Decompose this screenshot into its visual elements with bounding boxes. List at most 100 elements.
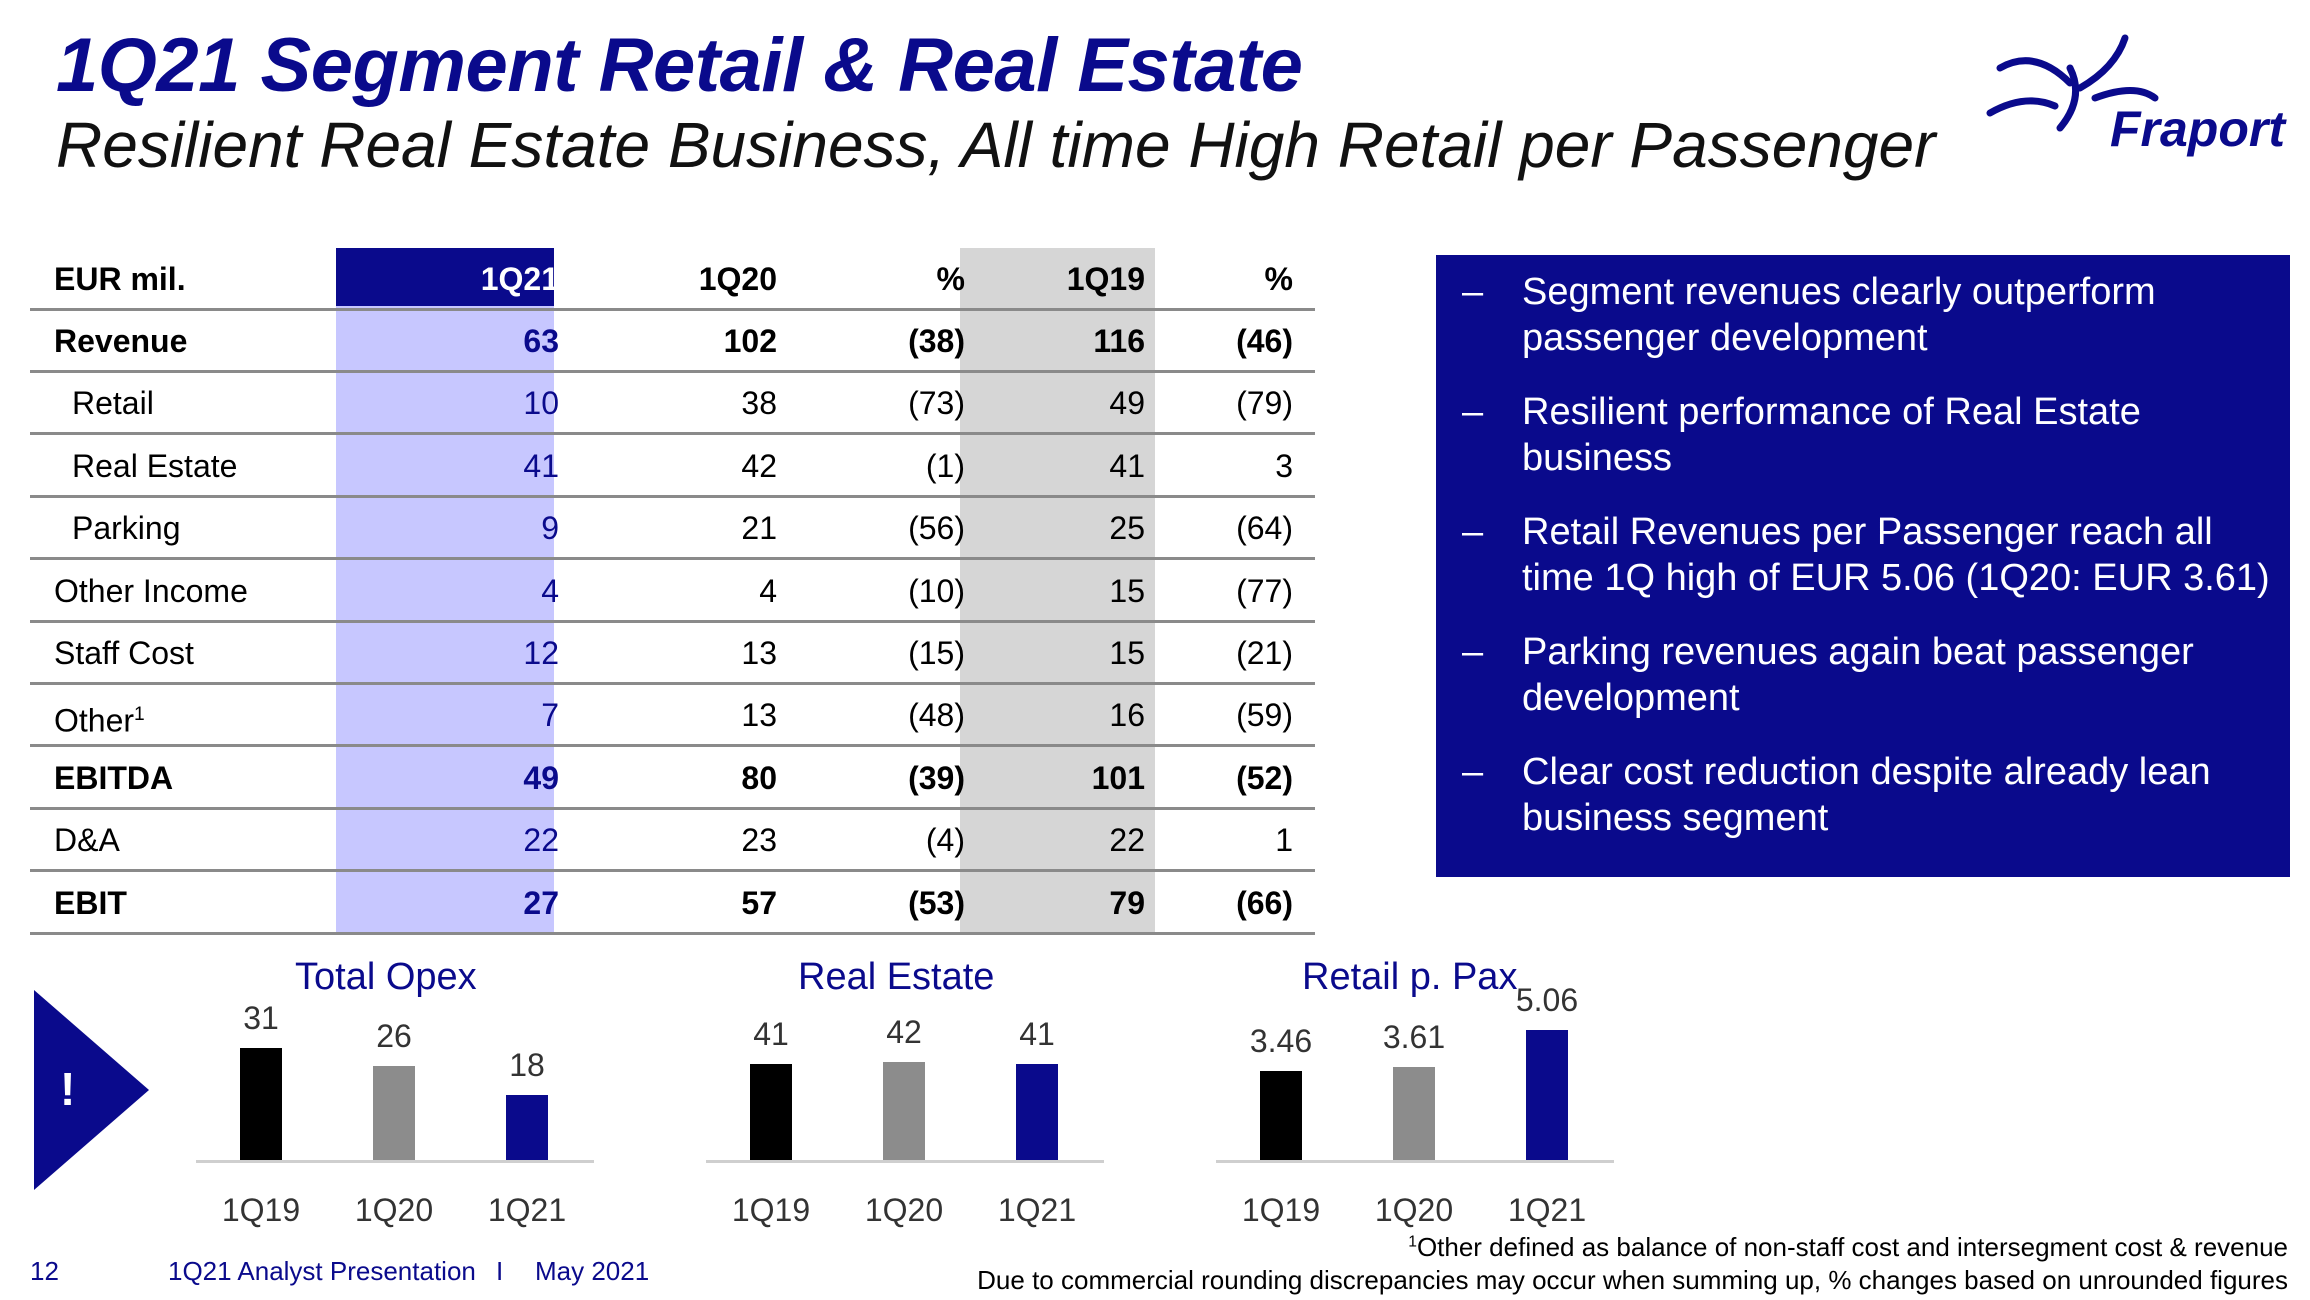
cell-pct-1: (39) [908,760,965,796]
cell-pct-2: (59) [1236,697,1293,733]
cell-pct-2: (66) [1236,885,1293,921]
chart-value-label: 5.06 [1515,982,1579,1018]
header-1q20: 1Q20 [698,261,777,297]
chart-value-label: 3.61 [1382,1019,1446,1055]
row-label: Parking [72,497,181,559]
chart-bar [1016,1064,1058,1160]
highlight-item: – Clear cost reduction despite already le… [1454,749,2270,841]
table-row: D&A 22 23 (4) 22 1 [30,809,1315,871]
header-eur-mil: EUR mil. [54,261,186,297]
chart-bar [373,1066,415,1160]
chart-bar [750,1064,792,1160]
cell-pct-1: (56) [908,510,965,546]
highlight-text: Retail Revenues per Passenger reach all … [1522,511,2270,599]
cell-pct-2: (64) [1236,510,1293,546]
cell-1q20: 13 [741,697,777,733]
table-header-row: EUR mil. 1Q21 1Q20 % 1Q19 % [30,248,1315,310]
highlight-text: Segment revenues clearly outperform pass… [1522,271,2156,359]
row-label-text: Real Estate [72,448,238,484]
row-label-text: Other [54,702,135,739]
row-label: Real Estate [72,435,237,497]
chart-bar [883,1062,925,1160]
highlight-item: – Retail Revenues per Passenger reach all… [1454,509,2270,601]
footer-separator: I [496,1256,504,1286]
cell-1q20: 38 [741,385,777,421]
chart-value-label: 41 [1019,1016,1055,1052]
cell-1q19: 25 [1109,510,1145,546]
page-title: 1Q21 Segment Retail & Real Estate [56,23,1303,108]
table-row: Other Income 4 4 (10) 15 (77) [30,560,1315,622]
table-row: Other1 7 13 (48) 16 (59) [30,684,1315,746]
chart-category-label: 1Q21 [997,1192,1077,1228]
highlight-item: – Segment revenues clearly outperform pas… [1454,269,2270,361]
cell-1q20: 57 [741,885,777,921]
chart-category-label: 1Q19 [731,1192,811,1228]
cell-1q21: 4 [541,573,559,609]
highlights-list: – Segment revenues clearly outperform pas… [1454,269,2270,841]
cell-1q19: 41 [1109,448,1145,484]
cell-pct-1: (10) [908,573,965,609]
table-row: Retail 10 38 (73) 49 (79) [30,372,1315,434]
chart-category-label: 1Q19 [1241,1192,1321,1228]
table-rule [30,432,1315,435]
chart-category-label: 1Q20 [1374,1192,1454,1228]
cell-pct-2: (77) [1236,573,1293,609]
highlights-box: – Segment revenues clearly outperform pas… [1436,255,2290,877]
table-rule [30,682,1315,685]
page-number: 12 [30,1256,59,1286]
cell-1q20: 4 [759,573,777,609]
row-label-text: Staff Cost [54,635,194,671]
cell-pct-2: (79) [1236,385,1293,421]
footnote-1: 1Other defined as balance of non-staff c… [1408,1232,2288,1263]
cell-1q21: 9 [541,510,559,546]
cell-pct-2: 3 [1275,448,1293,484]
chart-category-label: 1Q21 [1507,1192,1587,1228]
bullet-dash: – [1462,391,1484,433]
table-rule [30,308,1315,311]
chart-title: Total Opex [295,956,477,998]
chart-value-label: 18 [509,1047,545,1083]
chart-bar [240,1048,282,1160]
chart-bar [1526,1030,1568,1160]
cell-1q21: 22 [523,822,559,858]
cell-1q19: 49 [1109,385,1145,421]
cell-1q21: 27 [523,885,559,921]
row-label-text: Revenue [54,323,188,359]
table-row: Real Estate 41 42 (1) 41 3 [30,435,1315,497]
chart-category-label: 1Q19 [221,1192,301,1228]
fraport-logo-icon [1986,34,2159,132]
row-label-text: Other Income [54,573,248,609]
col-1q21-highlight [336,248,554,932]
table-rule [30,557,1315,560]
row-label: Staff Cost [54,622,194,684]
cell-pct-1: (38) [908,323,965,359]
row-label: Other Income [54,560,248,622]
chart-category-label: 1Q20 [864,1192,944,1228]
row-label-sup: 1 [134,704,145,725]
footnote-1-text: Other defined as balance of non-staff co… [1416,1232,2288,1262]
cell-pct-1: (15) [908,635,965,671]
cell-pct-2: 1 [1275,822,1293,858]
row-label: D&A [54,809,120,871]
chart-value-label: 26 [376,1018,412,1054]
exclamation-icon: ! [60,1063,76,1115]
header-pct-1: % [936,261,965,297]
chart-title: Retail p. Pax [1302,956,1518,998]
footnote-1-marker: 1 [1408,1233,1417,1251]
chart-value-label: 42 [886,1014,922,1050]
table-row: Revenue 63 102 (38) 116 (46) [30,310,1315,372]
row-label: Other1 [54,684,145,746]
chart-bar [1260,1071,1302,1160]
table-row: EBITDA 49 80 (39) 101 (52) [30,747,1315,809]
cell-1q21: 10 [523,385,559,421]
cell-1q20: 21 [741,510,777,546]
footer-presentation: 1Q21 Analyst Presentation [168,1256,476,1286]
chart-axis [196,1160,594,1163]
table-rule [30,620,1315,623]
cell-pct-1: (53) [908,885,965,921]
chart-axis [1216,1160,1614,1163]
cell-1q19: 116 [1093,323,1145,359]
chart-bar [506,1095,548,1160]
cell-pct-2: (46) [1236,323,1293,359]
chart-axis [706,1160,1104,1163]
